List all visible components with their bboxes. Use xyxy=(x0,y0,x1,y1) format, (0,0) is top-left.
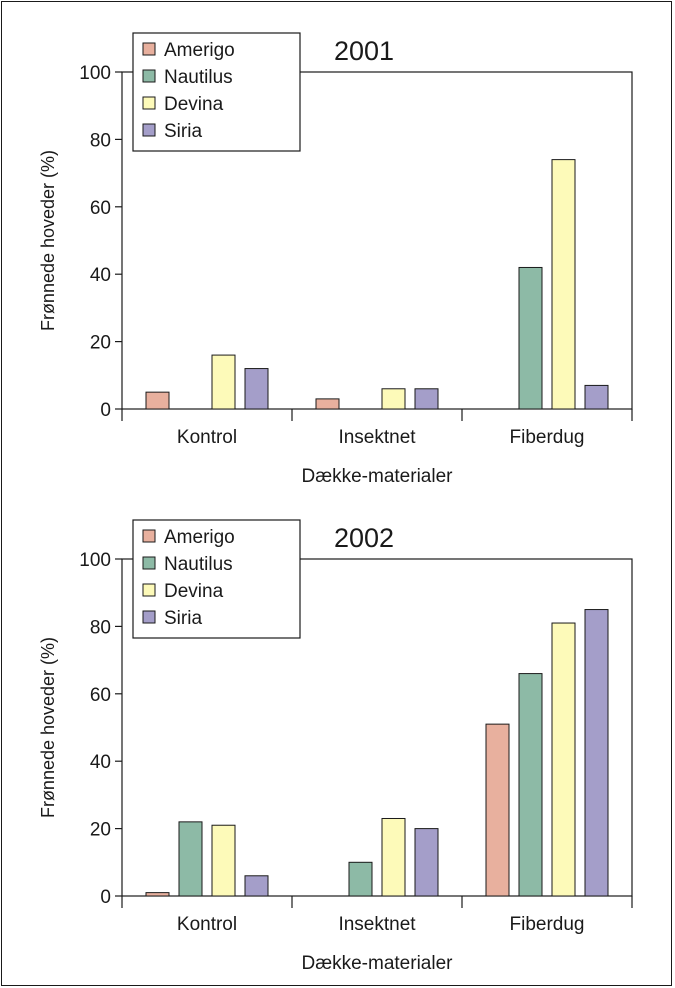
bar-nautilus-fiberdug xyxy=(518,673,543,897)
legend: Amerigo Nautilus Devina Siria xyxy=(132,519,301,639)
bar-amerigo-insektnet xyxy=(315,398,340,410)
bar-amerigo-kontrol xyxy=(145,892,170,897)
legend-label-siria: Siria xyxy=(164,608,202,629)
x-axis-label: Dække-materialer xyxy=(302,466,454,487)
bar-devina-fiberdug xyxy=(551,159,576,410)
plot-area xyxy=(121,71,633,410)
chart-2001: 0 20 40 60 80 100 Frønnede hoveder (%) Kontrol I… xyxy=(38,32,633,487)
bar-siria-kontrol xyxy=(244,875,269,897)
legend-swatch-amerigo xyxy=(142,42,156,56)
legend-swatch-devina xyxy=(142,96,156,110)
legend-label-devina: Devina xyxy=(164,581,224,602)
x-tick-label: Kontrol xyxy=(177,427,237,448)
y-tick-label: 60 xyxy=(90,198,111,219)
legend-label-siria: Siria xyxy=(164,121,202,142)
x-tick-label: Insektnet xyxy=(338,914,416,935)
y-tick-label: 60 xyxy=(90,685,111,706)
bar-siria-kontrol xyxy=(244,368,269,410)
legend-label-devina: Devina xyxy=(164,94,224,115)
chart-title: 2002 xyxy=(334,523,394,553)
legend-swatch-devina xyxy=(142,583,156,597)
y-tick-label: 100 xyxy=(79,550,111,571)
legend-swatch-siria xyxy=(142,610,156,624)
y-axis-label: Frønnede hoveder (%) xyxy=(38,637,58,818)
legend-swatch-nautilus xyxy=(142,556,156,570)
bar-nautilus-kontrol xyxy=(178,821,203,897)
y-tick-label: 100 xyxy=(79,63,111,84)
legend: Amerigo Nautilus Devina Siria xyxy=(132,32,301,152)
y-tick-label: 0 xyxy=(100,400,111,421)
bar-siria-insektnet xyxy=(414,828,439,897)
y-tick-label: 0 xyxy=(100,887,111,908)
legend-label-amerigo: Amerigo xyxy=(164,40,235,61)
y-tick-label: 20 xyxy=(90,333,111,354)
y-tick-label: 40 xyxy=(90,752,111,773)
bar-siria-insektnet xyxy=(414,388,439,410)
legend-swatch-siria xyxy=(142,123,156,137)
chart-2002: 0 20 40 60 80 100 Frønnede hoveder (%) Kontrol I… xyxy=(38,519,633,974)
chart-title: 2001 xyxy=(334,36,394,66)
bar-amerigo-kontrol xyxy=(145,391,170,410)
legend-label-nautilus: Nautilus xyxy=(164,67,233,88)
legend-box xyxy=(132,32,301,152)
y-tick-label: 80 xyxy=(90,617,111,638)
bar-devina-kontrol xyxy=(211,354,236,410)
legend-swatch-amerigo xyxy=(142,529,156,543)
bar-siria-fiberdug xyxy=(584,384,609,410)
legend-label-nautilus: Nautilus xyxy=(164,554,233,575)
legend-box xyxy=(132,519,301,639)
bar-siria-fiberdug xyxy=(584,609,609,897)
bar-devina-insektnet xyxy=(381,817,406,897)
y-axis-label: Frønnede hoveder (%) xyxy=(38,150,58,331)
bar-devina-insektnet xyxy=(381,388,406,410)
y-tick-label: 20 xyxy=(90,820,111,841)
x-axis-label: Dække-materialer xyxy=(302,953,454,974)
bar-devina-fiberdug xyxy=(551,622,576,897)
bar-devina-kontrol xyxy=(211,824,236,897)
bar-amerigo-fiberdug xyxy=(485,723,510,897)
legend-swatch-nautilus xyxy=(142,69,156,83)
legend-label-amerigo: Amerigo xyxy=(164,527,235,548)
y-tick-label: 40 xyxy=(90,265,111,286)
x-tick-label: Fiberdug xyxy=(510,427,585,448)
x-tick-label: Kontrol xyxy=(177,914,237,935)
plot-area xyxy=(121,558,633,897)
bar-nautilus-insektnet xyxy=(348,861,373,897)
y-tick-label: 80 xyxy=(90,130,111,151)
x-tick-label: Fiberdug xyxy=(510,914,585,935)
bar-nautilus-fiberdug xyxy=(518,266,543,410)
x-tick-label: Insektnet xyxy=(338,427,416,448)
